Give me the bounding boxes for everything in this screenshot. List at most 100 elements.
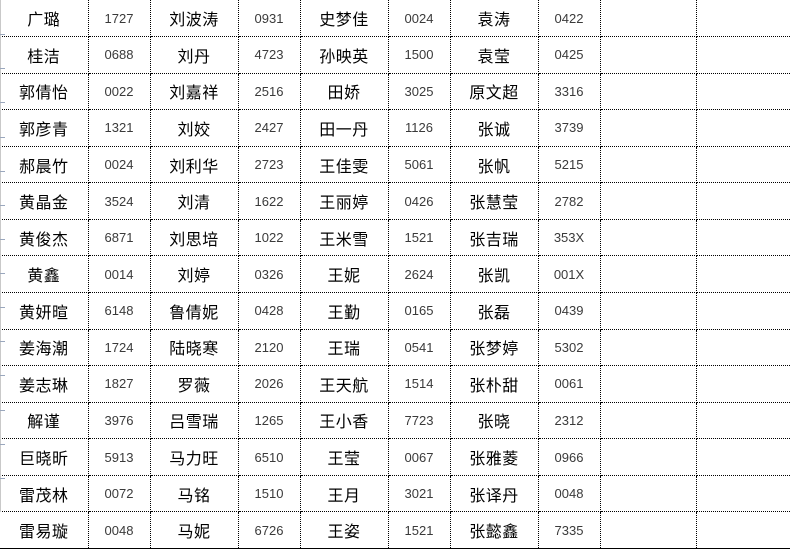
cell-num4[interactable]: 0048 [538, 475, 601, 513]
cell-name2[interactable]: 刘婷 [150, 255, 239, 293]
cell-name2[interactable]: 陆晓寒 [150, 329, 239, 367]
table-row[interactable]: 姜海潮 1724 陆晓寒 2120 王瑞 0541 张梦婷 5302 [0, 329, 790, 367]
cell-name1[interactable]: 解谨 [0, 402, 89, 440]
cell-name4[interactable]: 张磊 [450, 292, 539, 330]
cell-num1[interactable]: 0024 [88, 146, 151, 184]
cell-blank2[interactable] [696, 329, 790, 367]
cell-num3[interactable]: 1500 [388, 36, 451, 74]
table-row[interactable]: 郝晨竹 0024 刘利华 2723 王佳雯 5061 张帆 5215 [0, 146, 790, 184]
table-row[interactable]: 黄晶金 3524 刘清 1622 王丽婷 0426 张慧莹 2782 [0, 182, 790, 220]
cell-num1[interactable]: 3976 [88, 402, 151, 440]
cell-blank2[interactable] [696, 438, 790, 476]
cell-num2[interactable]: 0428 [238, 292, 301, 330]
table-row[interactable]: 黄鑫 0014 刘婷 0326 王妮 2624 张凯 001X [0, 255, 790, 293]
cell-name4[interactable]: 张译丹 [450, 475, 539, 513]
table-row[interactable]: 巨晓昕 5913 马力旺 6510 王莹 0067 张雅菱 0966 [0, 438, 790, 476]
table-row[interactable]: 郭倩怡 0022 刘嘉祥 2516 田娇 3025 原文超 3316 [0, 73, 790, 111]
cell-name1[interactable]: 姜海潮 [0, 329, 89, 367]
cell-name2[interactable]: 罗薇 [150, 365, 239, 403]
cell-blank2[interactable] [696, 365, 790, 403]
cell-blank1[interactable] [600, 329, 697, 367]
cell-blank1[interactable] [600, 255, 697, 293]
cell-name3[interactable]: 田娇 [300, 73, 389, 111]
cell-num4[interactable]: 5302 [538, 329, 601, 367]
cell-name1[interactable]: 黄鑫 [0, 255, 89, 293]
cell-blank2[interactable] [696, 146, 790, 184]
cell-name4[interactable]: 张梦婷 [450, 329, 539, 367]
cell-num3[interactable]: 0024 [388, 0, 451, 38]
cell-name4[interactable]: 张帆 [450, 146, 539, 184]
cell-name1[interactable]: 广璐 [0, 0, 89, 38]
cell-num2[interactable]: 6510 [238, 438, 301, 476]
cell-name4[interactable]: 张诚 [450, 109, 539, 147]
cell-blank2[interactable] [696, 475, 790, 513]
table-row[interactable]: 雷茂林 0072 马铭 1510 王月 3021 张译丹 0048 [0, 475, 790, 513]
cell-name1[interactable]: 郭倩怡 [0, 73, 89, 111]
cell-name1[interactable]: 黄俊杰 [0, 219, 89, 257]
cell-name2[interactable]: 刘姣 [150, 109, 239, 147]
cell-name3[interactable]: 史梦佳 [300, 0, 389, 38]
cell-num3[interactable]: 1521 [388, 219, 451, 257]
cell-name1[interactable]: 郝晨竹 [0, 146, 89, 184]
cell-blank1[interactable] [600, 402, 697, 440]
cell-name1[interactable]: 姜志琳 [0, 365, 89, 403]
cell-blank1[interactable] [600, 365, 697, 403]
cell-num1[interactable]: 1827 [88, 365, 151, 403]
cell-num3[interactable]: 2624 [388, 255, 451, 293]
cell-num4[interactable]: 2782 [538, 182, 601, 220]
cell-name3[interactable]: 王米雪 [300, 219, 389, 257]
cell-name3[interactable]: 王丽婷 [300, 182, 389, 220]
cell-blank1[interactable] [600, 511, 697, 549]
cell-num2[interactable]: 1510 [238, 475, 301, 513]
table-row[interactable]: 黄俊杰 6871 刘思培 1022 王米雪 1521 张吉瑞 353X [0, 219, 790, 257]
cell-num2[interactable]: 4723 [238, 36, 301, 74]
cell-name3[interactable]: 田一丹 [300, 109, 389, 147]
cell-num4[interactable]: 0422 [538, 0, 601, 38]
cell-name2[interactable]: 鲁倩妮 [150, 292, 239, 330]
cell-num3[interactable]: 0067 [388, 438, 451, 476]
cell-name4[interactable]: 张雅菱 [450, 438, 539, 476]
table-row[interactable]: 广璐 1727 刘波涛 0931 史梦佳 0024 袁涛 0422 [0, 0, 790, 38]
cell-name3[interactable]: 王勤 [300, 292, 389, 330]
cell-name2[interactable]: 刘利华 [150, 146, 239, 184]
cell-blank2[interactable] [696, 219, 790, 257]
cell-num1[interactable]: 0688 [88, 36, 151, 74]
cell-blank2[interactable] [696, 73, 790, 111]
cell-num1[interactable]: 3524 [88, 182, 151, 220]
cell-num2[interactable]: 1022 [238, 219, 301, 257]
table-row[interactable]: 桂洁 0688 刘丹 4723 孙映英 1500 袁莹 0425 [0, 36, 790, 74]
cell-name1[interactable]: 郭彦青 [0, 109, 89, 147]
cell-blank2[interactable] [696, 511, 790, 549]
cell-blank1[interactable] [600, 36, 697, 74]
cell-num4[interactable]: 0425 [538, 36, 601, 74]
cell-blank1[interactable] [600, 73, 697, 111]
cell-name2[interactable]: 吕雪瑞 [150, 402, 239, 440]
cell-blank1[interactable] [600, 0, 697, 38]
table-row[interactable]: 姜志琳 1827 罗薇 2026 王天航 1514 张朴甜 0061 [0, 365, 790, 403]
table-row[interactable]: 雷易璇 0048 马妮 6726 王姿 1521 张懿鑫 7335 [0, 511, 790, 549]
cell-num3[interactable]: 5061 [388, 146, 451, 184]
cell-name3[interactable]: 孙映英 [300, 36, 389, 74]
cell-blank2[interactable] [696, 109, 790, 147]
cell-blank2[interactable] [696, 292, 790, 330]
cell-num3[interactable]: 7723 [388, 402, 451, 440]
cell-name4[interactable]: 张慧莹 [450, 182, 539, 220]
cell-num4[interactable]: 0061 [538, 365, 601, 403]
cell-num4[interactable]: 7335 [538, 511, 601, 549]
cell-num2[interactable]: 6726 [238, 511, 301, 549]
table-row[interactable]: 郭彦青 1321 刘姣 2427 田一丹 1126 张诚 3739 [0, 109, 790, 147]
cell-num1[interactable]: 0048 [88, 511, 151, 549]
cell-name4[interactable]: 袁涛 [450, 0, 539, 38]
cell-num3[interactable]: 3025 [388, 73, 451, 111]
cell-num2[interactable]: 0931 [238, 0, 301, 38]
cell-num3[interactable]: 0165 [388, 292, 451, 330]
cell-name2[interactable]: 刘波涛 [150, 0, 239, 38]
cell-num4[interactable]: 001X [538, 255, 601, 293]
cell-num1[interactable]: 0072 [88, 475, 151, 513]
cell-name2[interactable]: 马铭 [150, 475, 239, 513]
cell-name3[interactable]: 王瑞 [300, 329, 389, 367]
cell-num4[interactable]: 5215 [538, 146, 601, 184]
table-row[interactable]: 黄妍暄 6148 鲁倩妮 0428 王勤 0165 张磊 0439 [0, 292, 790, 330]
cell-name2[interactable]: 刘清 [150, 182, 239, 220]
